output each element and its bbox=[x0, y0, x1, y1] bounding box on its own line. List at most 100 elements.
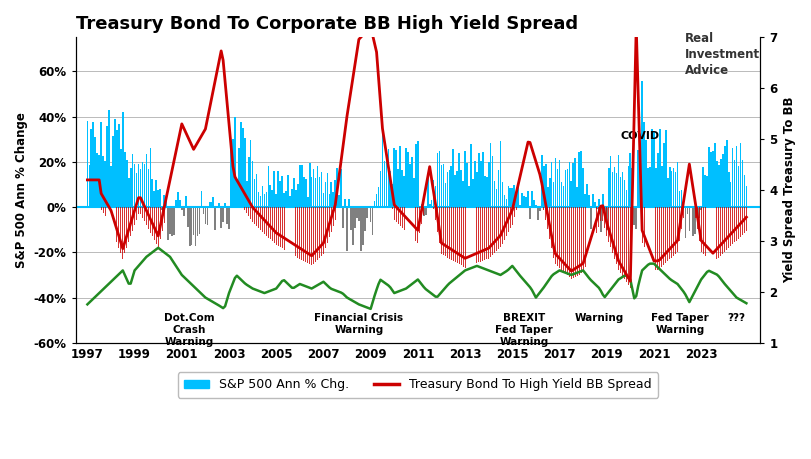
Bar bbox=[146, 207, 147, 225]
Bar bbox=[393, 148, 395, 207]
Bar bbox=[126, 160, 127, 207]
Bar bbox=[736, 146, 737, 207]
Bar bbox=[541, 155, 543, 207]
Bar bbox=[671, 171, 672, 207]
Bar bbox=[406, 148, 407, 207]
Bar bbox=[596, 207, 598, 209]
Bar bbox=[419, 207, 420, 233]
Bar bbox=[303, 207, 304, 261]
Bar bbox=[118, 124, 120, 207]
Bar bbox=[539, 207, 541, 211]
Bar bbox=[594, 207, 595, 238]
Bar bbox=[679, 191, 680, 207]
Bar bbox=[724, 207, 725, 252]
Bar bbox=[655, 207, 656, 270]
Bar bbox=[533, 200, 534, 207]
Bar bbox=[163, 195, 165, 207]
Bar bbox=[738, 207, 739, 239]
Bar bbox=[498, 207, 499, 249]
Bar bbox=[299, 207, 300, 259]
Bar bbox=[118, 207, 119, 248]
Bar bbox=[153, 191, 155, 207]
Bar bbox=[545, 207, 546, 220]
Bar bbox=[337, 168, 338, 207]
Bar bbox=[635, 207, 637, 230]
Bar bbox=[258, 192, 260, 207]
Bar bbox=[124, 207, 125, 253]
Bar bbox=[333, 192, 334, 207]
Bar bbox=[142, 207, 143, 218]
Bar bbox=[699, 207, 700, 241]
Bar bbox=[422, 207, 423, 224]
Bar bbox=[222, 207, 224, 222]
Bar bbox=[415, 207, 416, 241]
Bar bbox=[396, 150, 397, 207]
Bar bbox=[187, 207, 188, 227]
Bar bbox=[741, 160, 744, 207]
Bar bbox=[571, 207, 572, 279]
Bar bbox=[106, 207, 108, 219]
Bar bbox=[305, 179, 307, 207]
Bar bbox=[236, 179, 238, 207]
Text: ???: ??? bbox=[727, 313, 745, 324]
Bar bbox=[101, 122, 102, 207]
Bar bbox=[494, 181, 496, 207]
Bar bbox=[443, 207, 444, 255]
Bar bbox=[160, 207, 161, 240]
Bar bbox=[708, 147, 710, 207]
Bar bbox=[128, 207, 129, 242]
Bar bbox=[433, 179, 435, 207]
Bar bbox=[281, 176, 283, 207]
Bar bbox=[254, 207, 255, 224]
Bar bbox=[112, 136, 114, 207]
Bar bbox=[321, 207, 322, 256]
Bar bbox=[563, 186, 564, 207]
Bar bbox=[156, 180, 157, 207]
Bar bbox=[276, 207, 277, 245]
Bar bbox=[684, 207, 686, 238]
Bar bbox=[136, 207, 137, 219]
Bar bbox=[436, 153, 439, 207]
Bar bbox=[694, 207, 696, 234]
Bar bbox=[633, 207, 635, 225]
Bar bbox=[451, 207, 452, 260]
Bar bbox=[637, 150, 639, 207]
Bar bbox=[217, 206, 218, 207]
Bar bbox=[465, 207, 466, 268]
Text: COVID: COVID bbox=[620, 131, 659, 141]
Bar bbox=[240, 123, 242, 207]
Bar bbox=[488, 207, 489, 259]
Bar bbox=[244, 138, 246, 207]
Bar bbox=[309, 162, 311, 207]
Bar bbox=[608, 168, 610, 207]
Text: BREXIT
Fed Taper
Warning: BREXIT Fed Taper Warning bbox=[496, 313, 553, 347]
Bar bbox=[273, 171, 275, 207]
Bar bbox=[490, 143, 491, 207]
Bar bbox=[423, 207, 425, 216]
Bar bbox=[710, 207, 711, 261]
Bar bbox=[673, 207, 674, 256]
Bar bbox=[742, 207, 743, 235]
Y-axis label: Yield Spread Treasury To BB: Yield Spread Treasury To BB bbox=[783, 97, 796, 283]
Bar bbox=[462, 180, 464, 207]
Bar bbox=[470, 144, 472, 207]
Bar bbox=[315, 207, 316, 262]
Bar bbox=[291, 189, 293, 207]
Bar bbox=[643, 122, 645, 207]
Bar bbox=[203, 207, 204, 214]
Bar bbox=[285, 207, 286, 251]
Bar bbox=[341, 169, 342, 207]
Bar bbox=[628, 166, 629, 207]
Bar bbox=[128, 178, 130, 207]
Bar bbox=[144, 164, 145, 207]
Bar bbox=[302, 207, 303, 260]
Bar bbox=[392, 207, 393, 209]
Bar bbox=[156, 207, 157, 244]
Bar bbox=[598, 199, 599, 207]
Bar bbox=[173, 207, 175, 235]
Bar bbox=[305, 207, 307, 262]
Bar bbox=[625, 190, 627, 207]
Text: Financial Crisis
Warning: Financial Crisis Warning bbox=[315, 313, 403, 335]
Bar bbox=[529, 207, 531, 219]
Bar bbox=[502, 207, 503, 244]
